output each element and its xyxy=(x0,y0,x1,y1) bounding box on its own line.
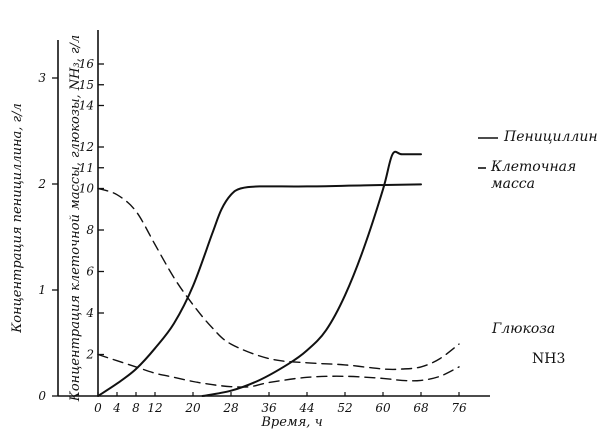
x-axis-title: Время, ч xyxy=(260,415,322,430)
x-tick-label: 36 xyxy=(261,401,277,415)
x-tick-label: 8 xyxy=(132,401,140,415)
right-tick-label: 12 xyxy=(79,140,94,154)
cell-mass-label-line1: Клеточная xyxy=(490,159,576,175)
series-layer xyxy=(97,150,460,397)
x-tick-label: 60 xyxy=(375,401,391,415)
glucose-label: Глюкоза xyxy=(491,321,555,337)
nh3-label: NH3 xyxy=(532,351,565,367)
x-tick-label: 52 xyxy=(337,401,352,415)
right-tick-label: 10 xyxy=(79,182,95,196)
left-tick-label: 0 xyxy=(38,389,46,403)
x-axis-ticks: 0 4 8 12 20 28 36 44 52 60 68 76 xyxy=(94,392,467,415)
axes-group xyxy=(57,30,490,397)
penicillin-line xyxy=(201,150,422,397)
cell-mass-line xyxy=(97,183,422,397)
glucose-line xyxy=(97,187,460,371)
x-tick-label: 28 xyxy=(222,401,239,415)
x-tick-label: 12 xyxy=(147,401,162,415)
left-axis-ticks: 0 1 2 3 xyxy=(37,71,58,403)
penicillin-label: Пенициллин xyxy=(503,129,598,145)
left-tick-label: 1 xyxy=(38,283,46,297)
series-labels: Пенициллин Клеточная масса Глюкоза NH3 xyxy=(478,129,598,367)
x-tick-label: 44 xyxy=(298,401,314,415)
right-axis-ticks: 2 4 6 8 10 11 12 14 15 16 xyxy=(79,57,104,362)
right-tick-label: 4 xyxy=(85,306,94,320)
right-tick-label: 8 xyxy=(86,223,94,237)
left-tick-label: 2 xyxy=(37,177,46,191)
right-tick-label: 16 xyxy=(79,57,95,71)
x-tick-label: 0 xyxy=(94,401,102,415)
right-tick-label: 15 xyxy=(79,78,94,92)
right-tick-label: 11 xyxy=(79,161,94,175)
right-tick-label: 14 xyxy=(79,99,94,113)
left-axis-title: Концентрация пенициллина, г/л xyxy=(10,103,25,334)
x-tick-label: 76 xyxy=(451,401,467,415)
left-tick-label: 3 xyxy=(38,71,46,85)
right-tick-label: 6 xyxy=(86,265,94,279)
right-axis-title: Концентрация клеточной массы, глюкозы, N… xyxy=(68,35,83,402)
cell-mass-label-line2: масса xyxy=(491,176,535,192)
nh3-line xyxy=(97,353,460,388)
x-tick-label: 68 xyxy=(413,401,429,415)
x-tick-label: 20 xyxy=(184,401,201,415)
right-tick-label: 2 xyxy=(85,348,94,362)
x-tick-label: 4 xyxy=(112,401,121,415)
